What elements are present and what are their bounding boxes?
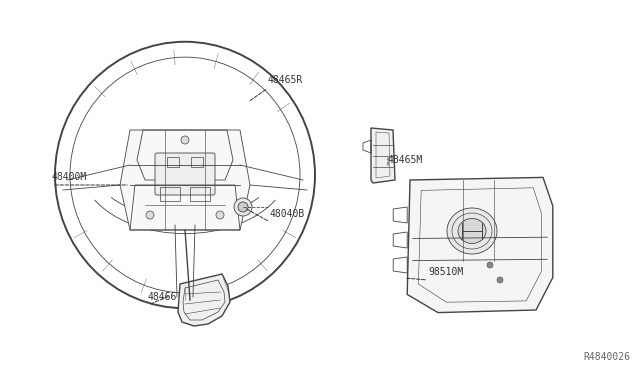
- Text: 48400M: 48400M: [52, 172, 87, 182]
- Circle shape: [146, 211, 154, 219]
- Polygon shape: [178, 274, 230, 326]
- Ellipse shape: [447, 208, 497, 254]
- Bar: [160, 187, 180, 201]
- Text: R4840026: R4840026: [583, 352, 630, 362]
- Circle shape: [181, 136, 189, 144]
- Text: 48465R: 48465R: [268, 75, 303, 85]
- Bar: [190, 187, 210, 201]
- Polygon shape: [407, 177, 553, 312]
- Circle shape: [238, 202, 248, 212]
- Bar: [167, 157, 179, 167]
- Text: 98510M: 98510M: [428, 267, 463, 277]
- Text: 4B465M: 4B465M: [388, 155, 423, 165]
- FancyBboxPatch shape: [155, 153, 215, 195]
- Ellipse shape: [458, 218, 486, 244]
- Polygon shape: [371, 128, 395, 183]
- Circle shape: [234, 198, 252, 216]
- Text: 48040B: 48040B: [270, 209, 305, 219]
- Bar: [191, 157, 203, 167]
- Polygon shape: [120, 130, 250, 230]
- Circle shape: [487, 262, 493, 268]
- Circle shape: [497, 277, 503, 283]
- Circle shape: [216, 211, 224, 219]
- Text: 48466: 48466: [148, 292, 177, 302]
